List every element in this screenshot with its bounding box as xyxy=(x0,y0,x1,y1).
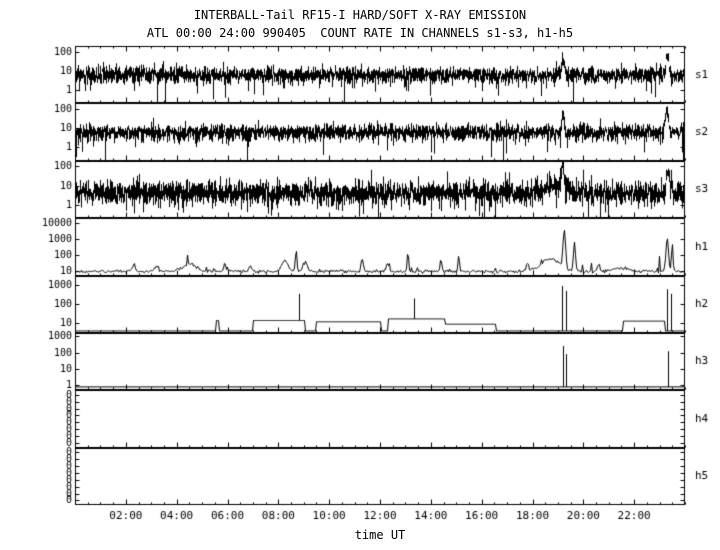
plot-subtitle: ATL 00:00 24:00 990405 COUNT RATE IN CHA… xyxy=(146,26,574,40)
x-axis-label: time UT xyxy=(354,528,406,542)
plot-title: INTERBALL-Tail RF15-I HARD/SOFT X-RAY EM… xyxy=(193,8,527,22)
